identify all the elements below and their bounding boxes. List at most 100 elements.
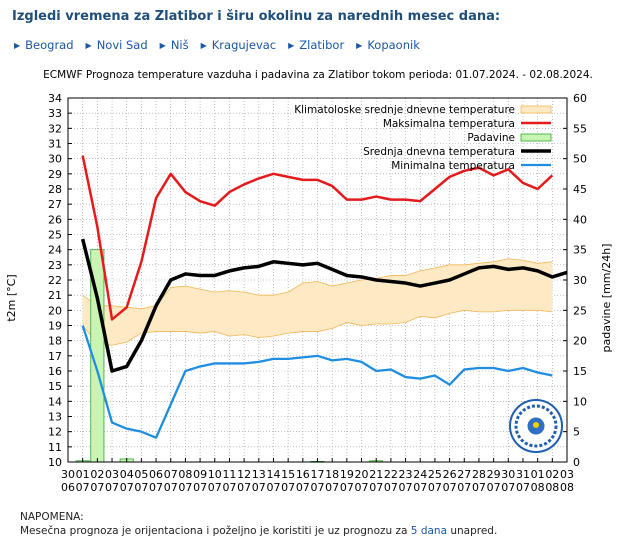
- x-tick-month: 07: [428, 481, 442, 494]
- x-tick-month: 08: [560, 481, 574, 494]
- city-link-label: Kragujevac: [211, 38, 277, 52]
- temperature-series: [80, 155, 568, 439]
- y-tick-label: 13: [48, 411, 62, 424]
- y-tick-label: 33: [48, 107, 62, 120]
- logo-ring-inner: [514, 404, 558, 448]
- rhmz-logo: [509, 399, 563, 453]
- x-tick-month: 07: [340, 481, 354, 494]
- city-nav: ▶ Beograd ▶ Novi Sad ▶ Niš ▶ Kragujevac ▶ Zla…: [14, 38, 420, 52]
- y2-tick-label: 30: [573, 274, 587, 287]
- x-tick-month: 07: [208, 481, 222, 494]
- y-tick-label: 23: [48, 259, 62, 272]
- arrow-right-icon: ▶: [356, 40, 363, 50]
- city-link-label: Kopaonik: [367, 38, 420, 52]
- y2-tick-label: 0: [573, 456, 580, 469]
- legend-label-precip: Padavine: [467, 132, 515, 144]
- arrow-right-icon: ▶: [159, 40, 166, 50]
- series-line-mean: [80, 238, 568, 373]
- x-tick-day: 14: [266, 468, 280, 481]
- climatology-band-area: [82, 258, 553, 346]
- note-link-5-dana[interactable]: 5 dana: [410, 525, 448, 537]
- x-tick-month: 07: [237, 481, 251, 494]
- x-tick-month: 08: [531, 481, 545, 494]
- x-tick-day: 30: [501, 468, 515, 481]
- page-title: Izgledi vremena za Zlatibor i širu okoli…: [12, 9, 501, 24]
- x-tick-month: 07: [252, 481, 266, 494]
- x-tick-day: 17: [311, 468, 325, 481]
- note-text: Mesečna prognoza je orijentaciona i pože…: [20, 524, 497, 538]
- y-tick-label: 34: [48, 92, 62, 105]
- y-tick-label: 10: [48, 456, 62, 469]
- x-tick-month: 07: [76, 481, 90, 494]
- x-tick-month: 07: [413, 481, 427, 494]
- x-tick-day: 13: [252, 468, 266, 481]
- y-tick-label: 14: [48, 395, 62, 408]
- x-tick-day: 22: [384, 468, 398, 481]
- x-tick-day: 18: [325, 468, 339, 481]
- x-tick-day: 30: [61, 468, 75, 481]
- x-tick-month: 08: [545, 481, 559, 494]
- x-tick-day: 15: [281, 468, 295, 481]
- city-link-label: Novi Sad: [96, 38, 148, 52]
- x-tick-day: 31: [516, 468, 530, 481]
- x-tick-month: 07: [266, 481, 280, 494]
- x-tick-month: 07: [281, 481, 295, 494]
- x-tick-month: 07: [193, 481, 207, 494]
- x-tick-day: 12: [237, 468, 251, 481]
- x-tick-month: 07: [120, 481, 134, 494]
- x-tick-month: 07: [355, 481, 369, 494]
- y2-tick-label: 25: [573, 304, 587, 317]
- legend-swatch-clim: [520, 105, 552, 114]
- y-tick-label: 28: [48, 183, 62, 196]
- x-tick-month: 07: [472, 481, 486, 494]
- x-tick-day: 05: [134, 468, 148, 481]
- x-tick-month: 07: [105, 481, 119, 494]
- legend: Klimatoloske srednje dnevne temperature M…: [294, 104, 552, 172]
- y-tick-label: 25: [48, 229, 62, 242]
- x-tick-day: 29: [487, 468, 501, 481]
- note-title: NAPOMENA:: [20, 511, 84, 523]
- x-tick-month: 06: [61, 481, 75, 494]
- y2-tick-label: 5: [573, 426, 580, 439]
- note-text-after: unapred.: [447, 525, 498, 537]
- y-tick-label: 19: [48, 320, 62, 333]
- city-link-nis[interactable]: ▶ Niš: [160, 38, 189, 52]
- x-tick-day: 09: [193, 468, 207, 481]
- y2-tick-label: 50: [573, 153, 587, 166]
- x-tick-day: 28: [472, 468, 486, 481]
- y-tick-label: 16: [48, 365, 62, 378]
- y-tick-label: 12: [48, 426, 62, 439]
- x-tick-month: 07: [369, 481, 383, 494]
- y2-tick-label: 40: [573, 213, 587, 226]
- city-link-kopaonik[interactable]: ▶ Kopaonik: [356, 38, 420, 52]
- x-tick-day: 20: [355, 468, 369, 481]
- x-tick-day: 06: [149, 468, 163, 481]
- y-tick-label: 20: [48, 304, 62, 317]
- y2-tick-label: 15: [573, 365, 587, 378]
- y-tick-label: 26: [48, 213, 62, 226]
- x-tick-day: 11: [222, 468, 236, 481]
- x-tick-month: 07: [325, 481, 339, 494]
- x-tick-month: 07: [149, 481, 163, 494]
- y2-tick-label: 35: [573, 244, 587, 257]
- city-link-novi-sad[interactable]: ▶ Novi Sad: [86, 38, 148, 52]
- y2-tick-label: 20: [573, 335, 587, 348]
- arrow-right-icon: ▶: [14, 40, 21, 50]
- y2-tick-label: 45: [573, 183, 587, 196]
- legend-swatch-precip: [520, 133, 552, 142]
- y-tick-label: 11: [48, 441, 62, 454]
- city-link-zlatibor[interactable]: ▶ Zlatibor: [288, 38, 344, 52]
- x-tick-day: 02: [545, 468, 559, 481]
- y-tick-label: 18: [48, 335, 62, 348]
- x-tick-day: 16: [296, 468, 310, 481]
- x-tick-day: 26: [443, 468, 457, 481]
- x-tick-day: 07: [164, 468, 178, 481]
- series-line-max: [81, 155, 554, 321]
- arrow-right-icon: ▶: [200, 40, 207, 50]
- y-tick-label: 27: [48, 198, 62, 211]
- x-tick-day: 08: [178, 468, 192, 481]
- city-link-kragujevac[interactable]: ▶ Kragujevac: [201, 38, 277, 52]
- y-tick-label: 30: [48, 153, 62, 166]
- climatology-band-lower-edge: [82, 309, 553, 346]
- city-link-beograd[interactable]: ▶ Beograd: [14, 38, 74, 52]
